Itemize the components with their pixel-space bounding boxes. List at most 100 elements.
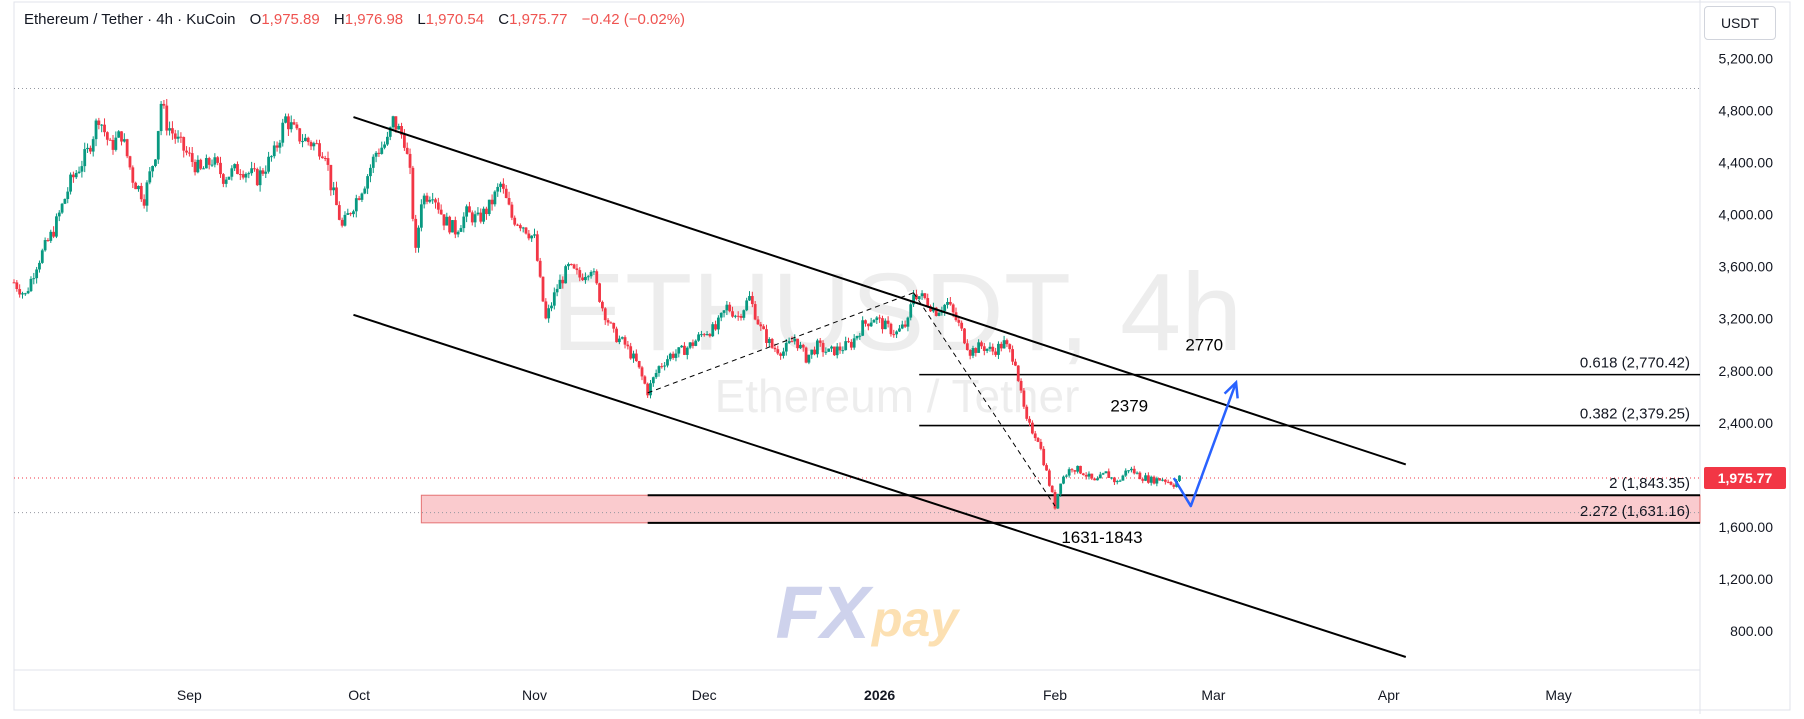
candle-body	[38, 262, 41, 270]
channel-lower-line	[353, 313, 1407, 658]
candle-body	[858, 335, 862, 337]
candle-body	[499, 183, 502, 187]
candle-body	[241, 174, 245, 178]
candle-body	[202, 168, 205, 170]
candle-body	[414, 218, 418, 248]
candle-body	[137, 185, 140, 190]
candle-body	[623, 337, 627, 345]
candle-body	[533, 234, 536, 236]
candle-body	[538, 260, 542, 277]
candle-body	[261, 170, 265, 174]
target-zone	[420, 494, 1701, 524]
candle-body	[1067, 469, 1071, 476]
candle-body	[131, 167, 135, 183]
candle-body	[869, 322, 873, 327]
y-tick-label: 3,600.00	[1719, 259, 1774, 275]
candle-body	[303, 137, 307, 142]
currency-button[interactable]: USDT	[1704, 6, 1776, 40]
candle-body	[793, 338, 797, 342]
candle-body	[397, 126, 401, 130]
candle-body	[159, 103, 163, 132]
candle-body	[357, 198, 361, 200]
candle-body	[1076, 465, 1080, 472]
candle-body	[900, 324, 904, 329]
candle-body	[103, 124, 106, 133]
symbol-title[interactable]: Ethereum / Tether · 4h · KuCoin	[24, 11, 236, 28]
candle-body	[943, 304, 947, 312]
candle-body	[601, 301, 604, 309]
candle-body	[1005, 340, 1009, 345]
candle-body	[1127, 470, 1130, 472]
candle-body	[722, 310, 726, 313]
candle-body	[236, 164, 239, 175]
candle-body	[422, 195, 426, 205]
candle-body	[55, 216, 58, 237]
candle-body	[550, 305, 553, 309]
projection-arrow	[1172, 382, 1238, 508]
candle-body	[524, 227, 528, 234]
candle-body	[244, 173, 248, 178]
candle-body	[445, 216, 449, 226]
candle-body	[965, 343, 969, 351]
candle-body	[40, 250, 44, 263]
current-price-badge	[1704, 467, 1786, 490]
candle-body	[567, 263, 570, 267]
candle-body	[968, 350, 972, 356]
candle-body	[518, 225, 522, 229]
candle-body	[377, 152, 381, 154]
candle-body	[782, 351, 785, 356]
low-label: L	[417, 11, 426, 28]
candle-body	[383, 144, 386, 148]
x-tick-label: 2026	[864, 687, 895, 703]
candle-body	[626, 344, 630, 347]
candle-body	[1028, 418, 1031, 423]
candle-body	[864, 320, 867, 324]
candle-body	[1178, 475, 1181, 481]
candle-body	[666, 359, 669, 366]
candle-body	[1161, 479, 1164, 481]
candle-body	[1166, 481, 1170, 483]
candle-body	[736, 315, 740, 317]
candle-body	[909, 304, 913, 318]
candle-body	[767, 338, 771, 343]
candle-body	[832, 346, 836, 356]
candle-body	[866, 323, 870, 327]
fib-label-1: 0.382 (2,379.25)	[1580, 406, 1690, 423]
candle-body	[796, 338, 799, 349]
candle-body	[1129, 468, 1133, 471]
candle-body	[691, 342, 695, 346]
candle-body	[122, 139, 126, 142]
candle-body	[485, 208, 488, 215]
candle-body	[620, 337, 624, 339]
candle-body	[677, 347, 681, 354]
candle-body	[295, 124, 299, 129]
current-price-value: 1,975.77	[1718, 470, 1773, 486]
candle-body	[57, 212, 61, 217]
candle-body	[762, 326, 766, 330]
candle-body	[66, 191, 70, 199]
candle-body	[1124, 470, 1128, 476]
candle-body	[250, 168, 254, 174]
candle-body	[1149, 476, 1153, 483]
candle-body	[1062, 476, 1065, 484]
candle-body	[400, 126, 403, 135]
candle-body	[213, 157, 217, 165]
candle-body	[436, 202, 440, 210]
candle-body	[21, 293, 24, 295]
candle-body	[1096, 478, 1099, 481]
candle-body	[1022, 390, 1026, 407]
candle-body	[476, 212, 480, 215]
candle-body	[708, 334, 712, 337]
symbol-legend: Ethereum / Tether · 4h · KuCoin O1,975.8…	[24, 11, 685, 28]
candle-body	[937, 312, 941, 316]
candle-body	[417, 227, 420, 248]
candle-body	[292, 122, 296, 125]
candle-body	[442, 214, 446, 226]
candle-body	[173, 133, 177, 139]
candle-body	[1033, 433, 1037, 439]
candle-body	[425, 195, 429, 202]
candle-body	[603, 308, 607, 321]
candle-body	[702, 334, 706, 336]
